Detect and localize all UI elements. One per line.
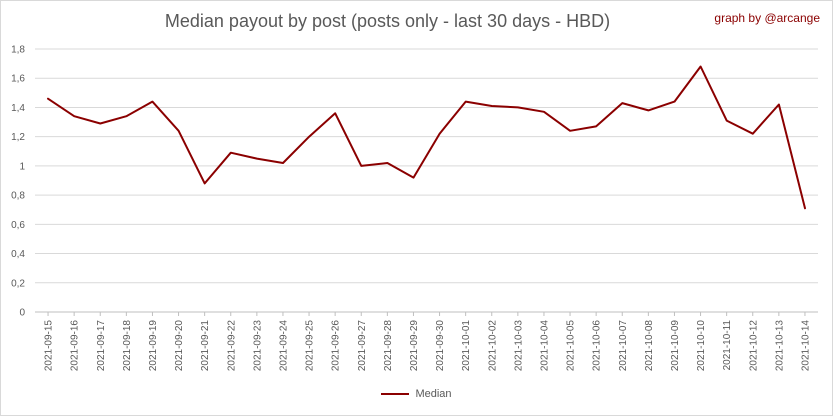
x-tick-label: 2021-09-19	[148, 320, 159, 372]
x-tick-label: 2021-10-10	[696, 320, 707, 372]
x-tick-label: 2021-09-22	[226, 320, 237, 372]
y-tick-label: 0,2	[11, 278, 25, 289]
x-tick-label: 2021-10-03	[513, 320, 524, 372]
y-tick-label: 1,6	[11, 74, 25, 85]
chart-title: Median payout by post (posts only - last…	[164, 11, 611, 31]
chart-credit: graph by @arcange	[714, 11, 820, 25]
y-tick-label: 1,4	[11, 103, 25, 114]
y-tick-label: 1	[19, 161, 25, 172]
legend-swatch-median	[381, 393, 410, 395]
x-tick-label: 2021-09-18	[122, 320, 133, 372]
x-tick-label: 2021-09-26	[331, 320, 342, 372]
x-tick-label: 2021-10-08	[644, 320, 655, 372]
x-tick-label: 2021-09-17	[96, 320, 107, 372]
y-tick-label: 1,2	[11, 132, 25, 143]
y-tick-label: 0,4	[11, 249, 25, 260]
x-tick-label: 2021-09-27	[357, 320, 368, 372]
x-tick-label: 2021-09-29	[409, 320, 420, 372]
x-tick-label: 2021-10-07	[618, 320, 629, 372]
x-tick-label: 2021-09-15	[44, 320, 55, 372]
x-tick-label: 2021-10-02	[487, 320, 498, 372]
x-tick-label: 2021-10-14	[800, 320, 811, 372]
y-tick-label: 0,6	[11, 220, 25, 231]
y-tick-label: 1,8	[11, 45, 25, 56]
series-line-median	[47, 65, 806, 210]
y-tick-label: 0,8	[11, 191, 25, 202]
x-tick-label: 2021-09-24	[278, 320, 289, 372]
x-tick-label: 2021-10-11	[722, 320, 733, 371]
x-tick-label: 2021-09-16	[70, 320, 81, 372]
x-tick-label: 2021-09-23	[252, 320, 263, 372]
x-tick-label: 2021-09-21	[200, 320, 211, 372]
x-tick-label: 2021-10-12	[748, 320, 759, 372]
y-tick-label: 0	[19, 308, 25, 319]
x-tick-label: 2021-09-20	[174, 320, 185, 372]
x-tick-label: 2021-10-13	[774, 320, 785, 372]
x-tick-label: 2021-10-04	[539, 320, 550, 372]
x-tick-label: 2021-09-28	[383, 320, 394, 372]
x-tick-label: 2021-09-25	[305, 320, 316, 372]
legend-label-median: Median	[415, 388, 452, 400]
x-tick-label: 2021-10-06	[592, 320, 603, 372]
x-tick-label: 2021-10-05	[566, 320, 577, 372]
x-tick-label: 2021-10-01	[461, 320, 472, 372]
legend: Median	[0, 388, 833, 400]
x-tick-label: 2021-09-30	[435, 320, 446, 372]
x-tick-label: 2021-10-09	[670, 320, 681, 372]
